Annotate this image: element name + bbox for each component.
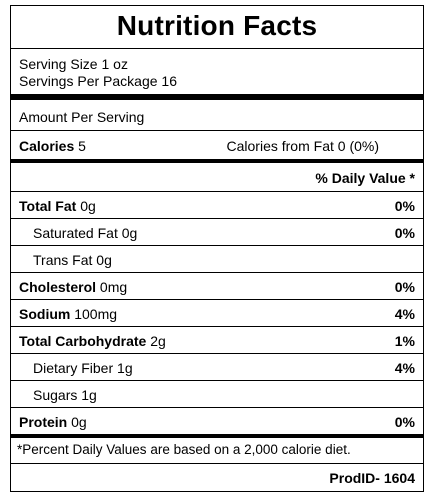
divider (11, 353, 423, 354)
nutrient-label: Protein (19, 414, 68, 430)
nutrient-label: Total Carbohydrate (19, 333, 147, 349)
nutrient-amount: 100mg (74, 306, 118, 322)
nutrient-amount: 0g (80, 198, 96, 214)
divider (11, 245, 423, 246)
nutrient-amount: 1g (117, 360, 133, 376)
daily-value-header: % Daily Value * (315, 170, 415, 186)
nutrient-dv: 0% (394, 414, 415, 430)
nutrient-row-protein: Protein 0g (19, 414, 87, 430)
nutrient-row-saturated-fat: Saturated Fat 0g (33, 225, 137, 241)
divider (11, 272, 423, 273)
nutrient-amount: 0g (121, 225, 138, 241)
nutrient-row-cholesterol: Cholesterol 0mg (19, 279, 127, 295)
nutrient-label: Sugars (33, 387, 78, 403)
nutrient-row-total-fat: Total Fat 0g (19, 198, 96, 214)
title-divider (11, 48, 423, 49)
nutrient-row-dietary-fiber: Dietary Fiber 1g (33, 360, 133, 376)
nutrient-label: Dietary Fiber (33, 360, 114, 376)
calories-row: Calories 5 (19, 138, 86, 154)
medium-divider (11, 159, 423, 163)
label-title: Nutrition Facts (116, 10, 318, 41)
divider (11, 130, 423, 131)
divider (11, 326, 423, 327)
thick-divider (11, 94, 423, 100)
nutrient-dv: 1% (394, 333, 415, 349)
nutrient-dv: 0% (394, 279, 415, 295)
divider (11, 191, 423, 192)
nutrient-amount: 0g (96, 252, 112, 268)
nutrient-dv: 4% (394, 360, 415, 376)
nutrient-row-sodium: Sodium 100mg (19, 306, 117, 322)
nutrition-facts-label: Nutrition Facts Serving Size 1 oz Servin… (10, 5, 424, 492)
nutrient-label: Total Fat (19, 198, 77, 214)
nutrient-amount: 1g (81, 387, 97, 403)
nutrient-dv: 0% (394, 225, 415, 241)
nutrient-dv: 0% (394, 198, 415, 214)
nutrient-amount: 0g (71, 414, 87, 430)
calories-value: 5 (78, 138, 86, 154)
footnote: *Percent Daily Values are based on a 2,0… (17, 442, 351, 457)
nutrient-label: Saturated Fat (33, 225, 118, 241)
calories-label: Calories (19, 138, 75, 154)
nutrient-label: Cholesterol (19, 279, 97, 295)
nutrient-amount: 0mg (99, 279, 128, 295)
amount-per-serving: Amount Per Serving (19, 109, 145, 125)
nutrient-amount: 2g (150, 333, 166, 349)
nutrient-row-sugars: Sugars 1g (33, 387, 97, 403)
nutrient-label: Trans Fat (33, 252, 93, 268)
nutrient-label: Sodium (19, 306, 71, 322)
divider (11, 407, 423, 408)
serving-size: Serving Size 1 oz (19, 56, 128, 72)
product-id: ProdID- 1604 (329, 470, 415, 486)
divider (11, 380, 423, 381)
servings-per-package: Servings Per Package 16 (19, 73, 177, 89)
nutrient-row-trans-fat: Trans Fat 0g (33, 252, 112, 268)
divider (11, 299, 423, 300)
divider (11, 218, 423, 219)
medium-divider (11, 434, 423, 438)
calories-from-fat: Calories from Fat 0 (0%) (226, 138, 379, 154)
nutrient-row-total-carbohydrate: Total Carbohydrate 2g (19, 333, 166, 349)
nutrient-dv: 4% (394, 306, 415, 322)
divider (11, 463, 423, 464)
